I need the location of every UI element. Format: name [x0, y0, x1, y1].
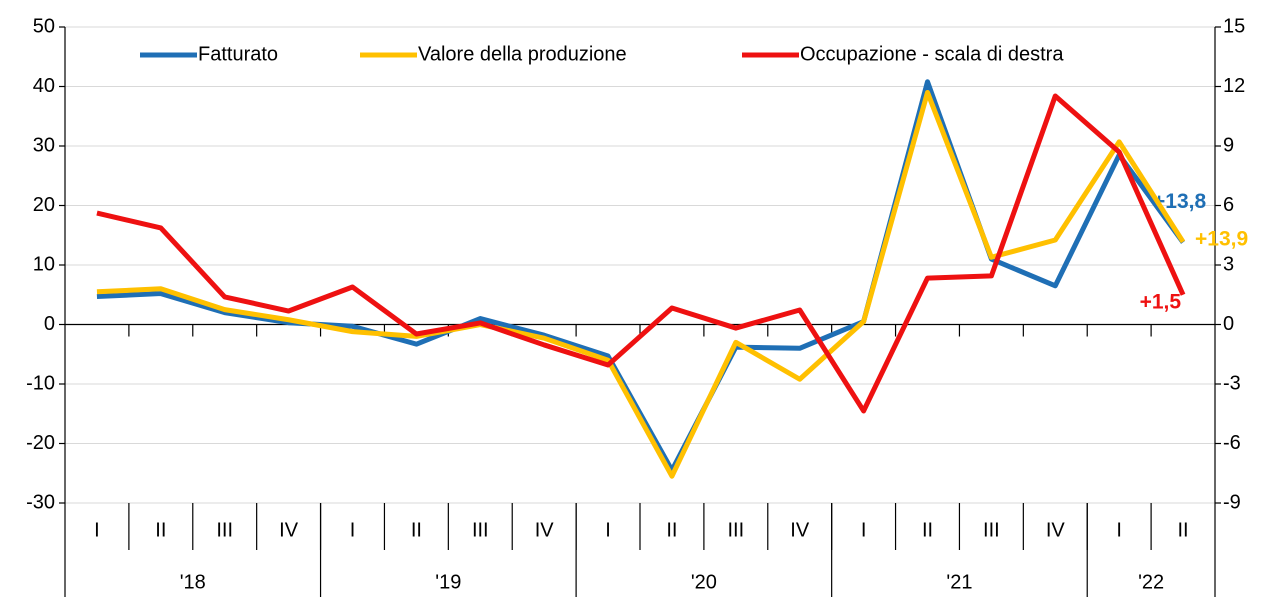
end-label: +13,9: [1195, 227, 1248, 250]
y2-tick-label: 0: [1223, 313, 1234, 335]
x-tick-label: I: [1116, 519, 1122, 541]
y-tick-label: 10: [33, 253, 55, 275]
y2-tick-label: -3: [1223, 372, 1241, 394]
y2-tick-label: -9: [1223, 491, 1241, 513]
x-tick-label: IV: [279, 519, 299, 541]
y2-tick-label: 6: [1223, 194, 1234, 216]
series-line: [96, 89, 1186, 479]
group-label: '18: [180, 571, 206, 593]
y2-tick-label: 12: [1223, 75, 1245, 97]
group-label: '20: [691, 571, 717, 593]
y-tick-label: 20: [33, 194, 55, 216]
y-tick-label: -30: [26, 491, 55, 513]
series-line: [96, 93, 1186, 414]
x-tick-label: II: [666, 519, 677, 541]
x-tick-label: II: [922, 519, 933, 541]
x-tick-label: II: [1177, 519, 1188, 541]
x-tick-label: II: [155, 519, 166, 541]
legend-label: Fatturato: [198, 43, 278, 65]
x-tick-label: IV: [790, 519, 810, 541]
end-label: +1,5: [1140, 290, 1182, 313]
y-tick-label: 30: [33, 134, 55, 156]
y2-tick-label: 3: [1223, 253, 1234, 275]
y2-tick-label: 15: [1223, 15, 1245, 37]
x-tick-label: II: [411, 519, 422, 541]
y2-tick-label: 9: [1223, 134, 1234, 156]
legend-label: Occupazione - scala di destra: [800, 43, 1064, 65]
x-tick-label: III: [727, 519, 744, 541]
x-tick-label: I: [94, 519, 100, 541]
legend-label: Valore della produzione: [418, 43, 627, 65]
x-tick-label: IV: [535, 519, 555, 541]
x-tick-label: I: [605, 519, 611, 541]
group-label: '21: [946, 571, 972, 593]
y-tick-label: 0: [44, 313, 55, 335]
x-tick-label: IV: [1046, 519, 1066, 541]
y-tick-label: 50: [33, 15, 55, 37]
y-tick-label: -20: [26, 432, 55, 454]
x-tick-label: III: [216, 519, 233, 541]
group-label: '19: [435, 571, 461, 593]
end-label: +13,8: [1153, 190, 1206, 213]
y2-tick-label: -6: [1223, 432, 1241, 454]
y-tick-label: 40: [33, 75, 55, 97]
group-label: '22: [1138, 571, 1164, 593]
x-tick-label: I: [350, 519, 356, 541]
x-tick-label: III: [472, 519, 489, 541]
y-tick-label: -10: [26, 372, 55, 394]
series-line: [96, 79, 1186, 473]
x-tick-label: I: [861, 519, 867, 541]
x-tick-label: III: [983, 519, 1000, 541]
